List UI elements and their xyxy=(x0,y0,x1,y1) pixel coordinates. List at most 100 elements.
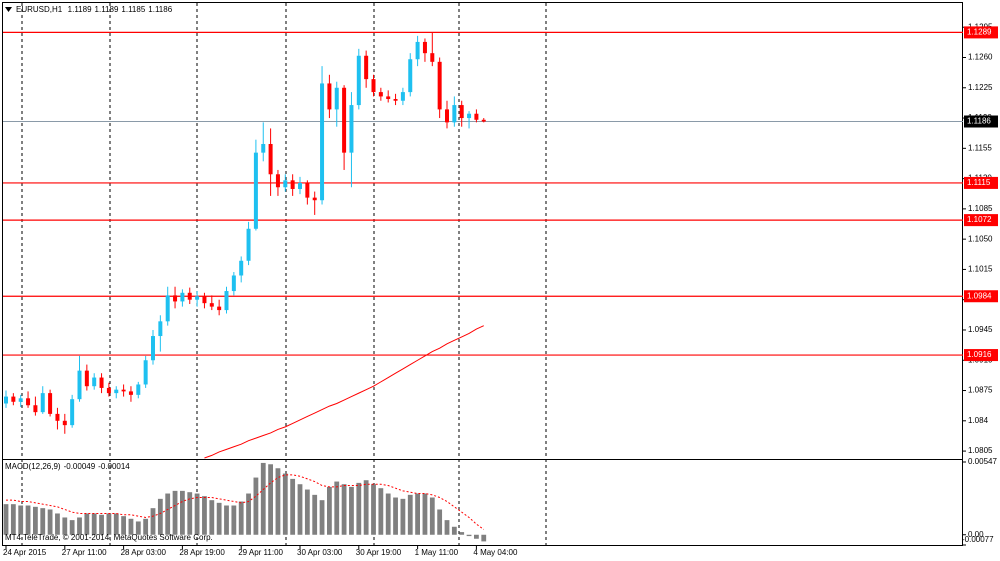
candle-body xyxy=(386,96,391,100)
candle-body xyxy=(11,396,16,402)
quote-value: 1.1189 xyxy=(68,5,92,14)
x-tick-label: 4 May 04:00 xyxy=(473,548,518,557)
macd-value: -0.00049 xyxy=(64,462,96,471)
macd-bar xyxy=(121,516,126,535)
quote-value: 1.1186 xyxy=(148,5,172,14)
candle-body xyxy=(246,228,251,261)
signal-line xyxy=(6,474,485,530)
candle-body xyxy=(231,275,236,292)
level-label-box xyxy=(964,214,998,227)
candle-body xyxy=(445,109,449,123)
x-tick-label: 30 Apr 03:00 xyxy=(297,548,343,557)
candle-body xyxy=(99,377,104,388)
macd-bar xyxy=(91,513,97,535)
macd-bar xyxy=(238,501,244,535)
y-tick-label: 1.0875 xyxy=(968,386,993,395)
candle-body xyxy=(459,105,464,119)
macd-bar xyxy=(349,486,354,535)
candle-body xyxy=(62,420,67,426)
candle-body xyxy=(290,180,295,189)
candle-body xyxy=(136,384,141,395)
candle-body xyxy=(195,296,200,300)
macd-bar xyxy=(363,480,369,535)
candle-body xyxy=(217,306,222,311)
macd-bar xyxy=(282,473,288,535)
y-tick-label: 1.0945 xyxy=(968,325,993,334)
x-tick-label: 27 Apr 11:00 xyxy=(62,548,107,557)
chart-header: EURUSD,H1 1.1189 1.1189 1.1185 1.1186 xyxy=(16,5,173,14)
signal-value: -0.00014 xyxy=(98,462,130,471)
level-label: 1.0984 xyxy=(967,291,992,300)
candle-body xyxy=(283,180,288,188)
macd-title: MACD(12,26,9) xyxy=(5,462,61,471)
macd-bar xyxy=(437,509,443,535)
y-tick-label: 1.084 xyxy=(968,416,989,425)
macd-bar xyxy=(481,534,487,542)
candle-body xyxy=(356,55,361,106)
macd-bar xyxy=(246,493,251,535)
candle-body xyxy=(33,405,38,413)
level-label-box xyxy=(964,176,998,189)
quote-value: 1.1185 xyxy=(121,5,145,14)
level-label: 1.1289 xyxy=(967,28,992,37)
macd-bar xyxy=(209,500,215,535)
candle-body xyxy=(4,396,8,404)
candle-body xyxy=(415,41,420,60)
macd-bar xyxy=(231,505,237,535)
candle-body xyxy=(393,99,398,101)
x-tick-label: 28 Apr 03:00 xyxy=(121,548,167,557)
x-tick-label: 24 Apr 2015 xyxy=(3,548,47,557)
macd-bar xyxy=(444,520,450,535)
candle-body xyxy=(349,105,354,153)
macd-bar xyxy=(334,481,340,535)
x-tick-label: 30 Apr 19:00 xyxy=(356,548,402,557)
candle-body xyxy=(452,105,457,123)
chart-frame xyxy=(2,2,963,546)
macd-bar xyxy=(62,517,68,535)
y-tick-label: 1.1225 xyxy=(968,83,993,92)
x-tick-label: 28 Apr 19:00 xyxy=(179,548,225,557)
candle-body xyxy=(481,119,486,122)
macd-bar xyxy=(378,488,384,535)
macd-bar xyxy=(10,504,16,535)
moving-average xyxy=(204,325,484,459)
candle-body xyxy=(77,370,82,400)
candle-body xyxy=(173,295,178,302)
macd-bar xyxy=(40,508,46,535)
candle-body xyxy=(106,387,111,394)
candle-body xyxy=(143,360,148,385)
macd-bar xyxy=(106,513,112,535)
menu-arrow[interactable] xyxy=(5,7,12,12)
y-tick-label: 1.1015 xyxy=(968,265,993,274)
candle-body xyxy=(268,143,273,175)
macd-bar xyxy=(371,484,376,535)
candle-body xyxy=(312,197,317,201)
candle-body xyxy=(371,79,376,93)
candle-body xyxy=(408,59,413,93)
macd-bar xyxy=(69,520,75,535)
macd-bar xyxy=(385,493,391,535)
macd-bar xyxy=(77,517,82,535)
macd-bar xyxy=(304,489,310,535)
candle-body xyxy=(187,292,192,300)
candle-body xyxy=(158,321,163,337)
y-tick-label: 1.1050 xyxy=(968,234,993,243)
candle-body xyxy=(305,182,310,198)
macd-bar xyxy=(429,497,435,535)
macd-bar xyxy=(180,490,185,535)
y-tick-label: 0.00 xyxy=(968,530,984,539)
candle-body xyxy=(422,41,427,54)
macd-bar xyxy=(216,502,222,535)
macd-bar xyxy=(194,493,200,535)
last-price-label: 1.1186 xyxy=(967,117,991,126)
candle-body xyxy=(70,399,75,426)
macd-bar xyxy=(55,513,60,535)
candle-body xyxy=(437,61,442,110)
candle-body xyxy=(209,303,214,307)
candle-body xyxy=(364,55,369,80)
candle-body xyxy=(224,291,229,311)
y-tick-label: 1.1260 xyxy=(968,53,993,62)
candle-body xyxy=(253,152,258,229)
candle-body xyxy=(261,143,266,153)
candle-body xyxy=(378,92,383,97)
